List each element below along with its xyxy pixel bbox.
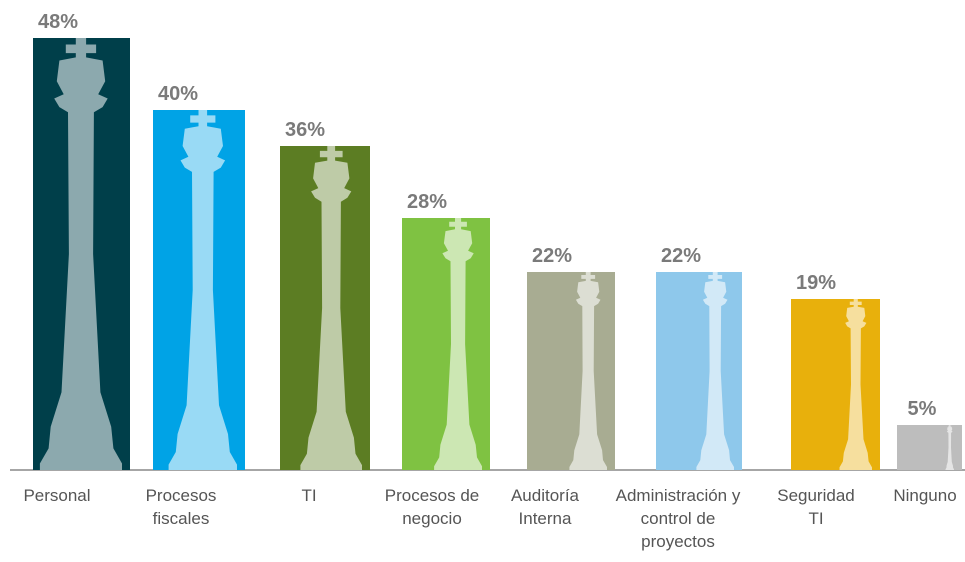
category-label: Personal [23,486,91,505]
king-silhouette [39,38,122,470]
king-silhouette [696,272,734,470]
bar [656,272,742,470]
category-label: Auditoría Interna [510,486,580,528]
king-silhouette [569,272,607,470]
value-label: 36% [285,119,325,141]
bar [527,272,615,470]
value-label: 5% [908,398,937,420]
king-silhouette [300,146,362,470]
king-silhouette [945,425,954,470]
king-silhouette [434,218,482,470]
category-label: Administración y control de proyectos [615,486,741,551]
value-label: 28% [407,191,447,213]
category-label: Ninguno [893,486,957,505]
category-label: Procesos de negocio [384,486,480,528]
category-label: Seguridad TI [777,486,855,528]
category-label: TI [301,486,317,505]
value-label: 48% [38,11,78,33]
value-label: 22% [661,245,701,267]
king-silhouette [839,299,872,470]
value-label: 40% [158,83,198,105]
value-label: 19% [796,272,836,294]
bar [791,299,880,470]
value-label: 22% [532,245,572,267]
king-silhouette [168,110,237,470]
category-label: Procesos fiscales [145,486,217,528]
